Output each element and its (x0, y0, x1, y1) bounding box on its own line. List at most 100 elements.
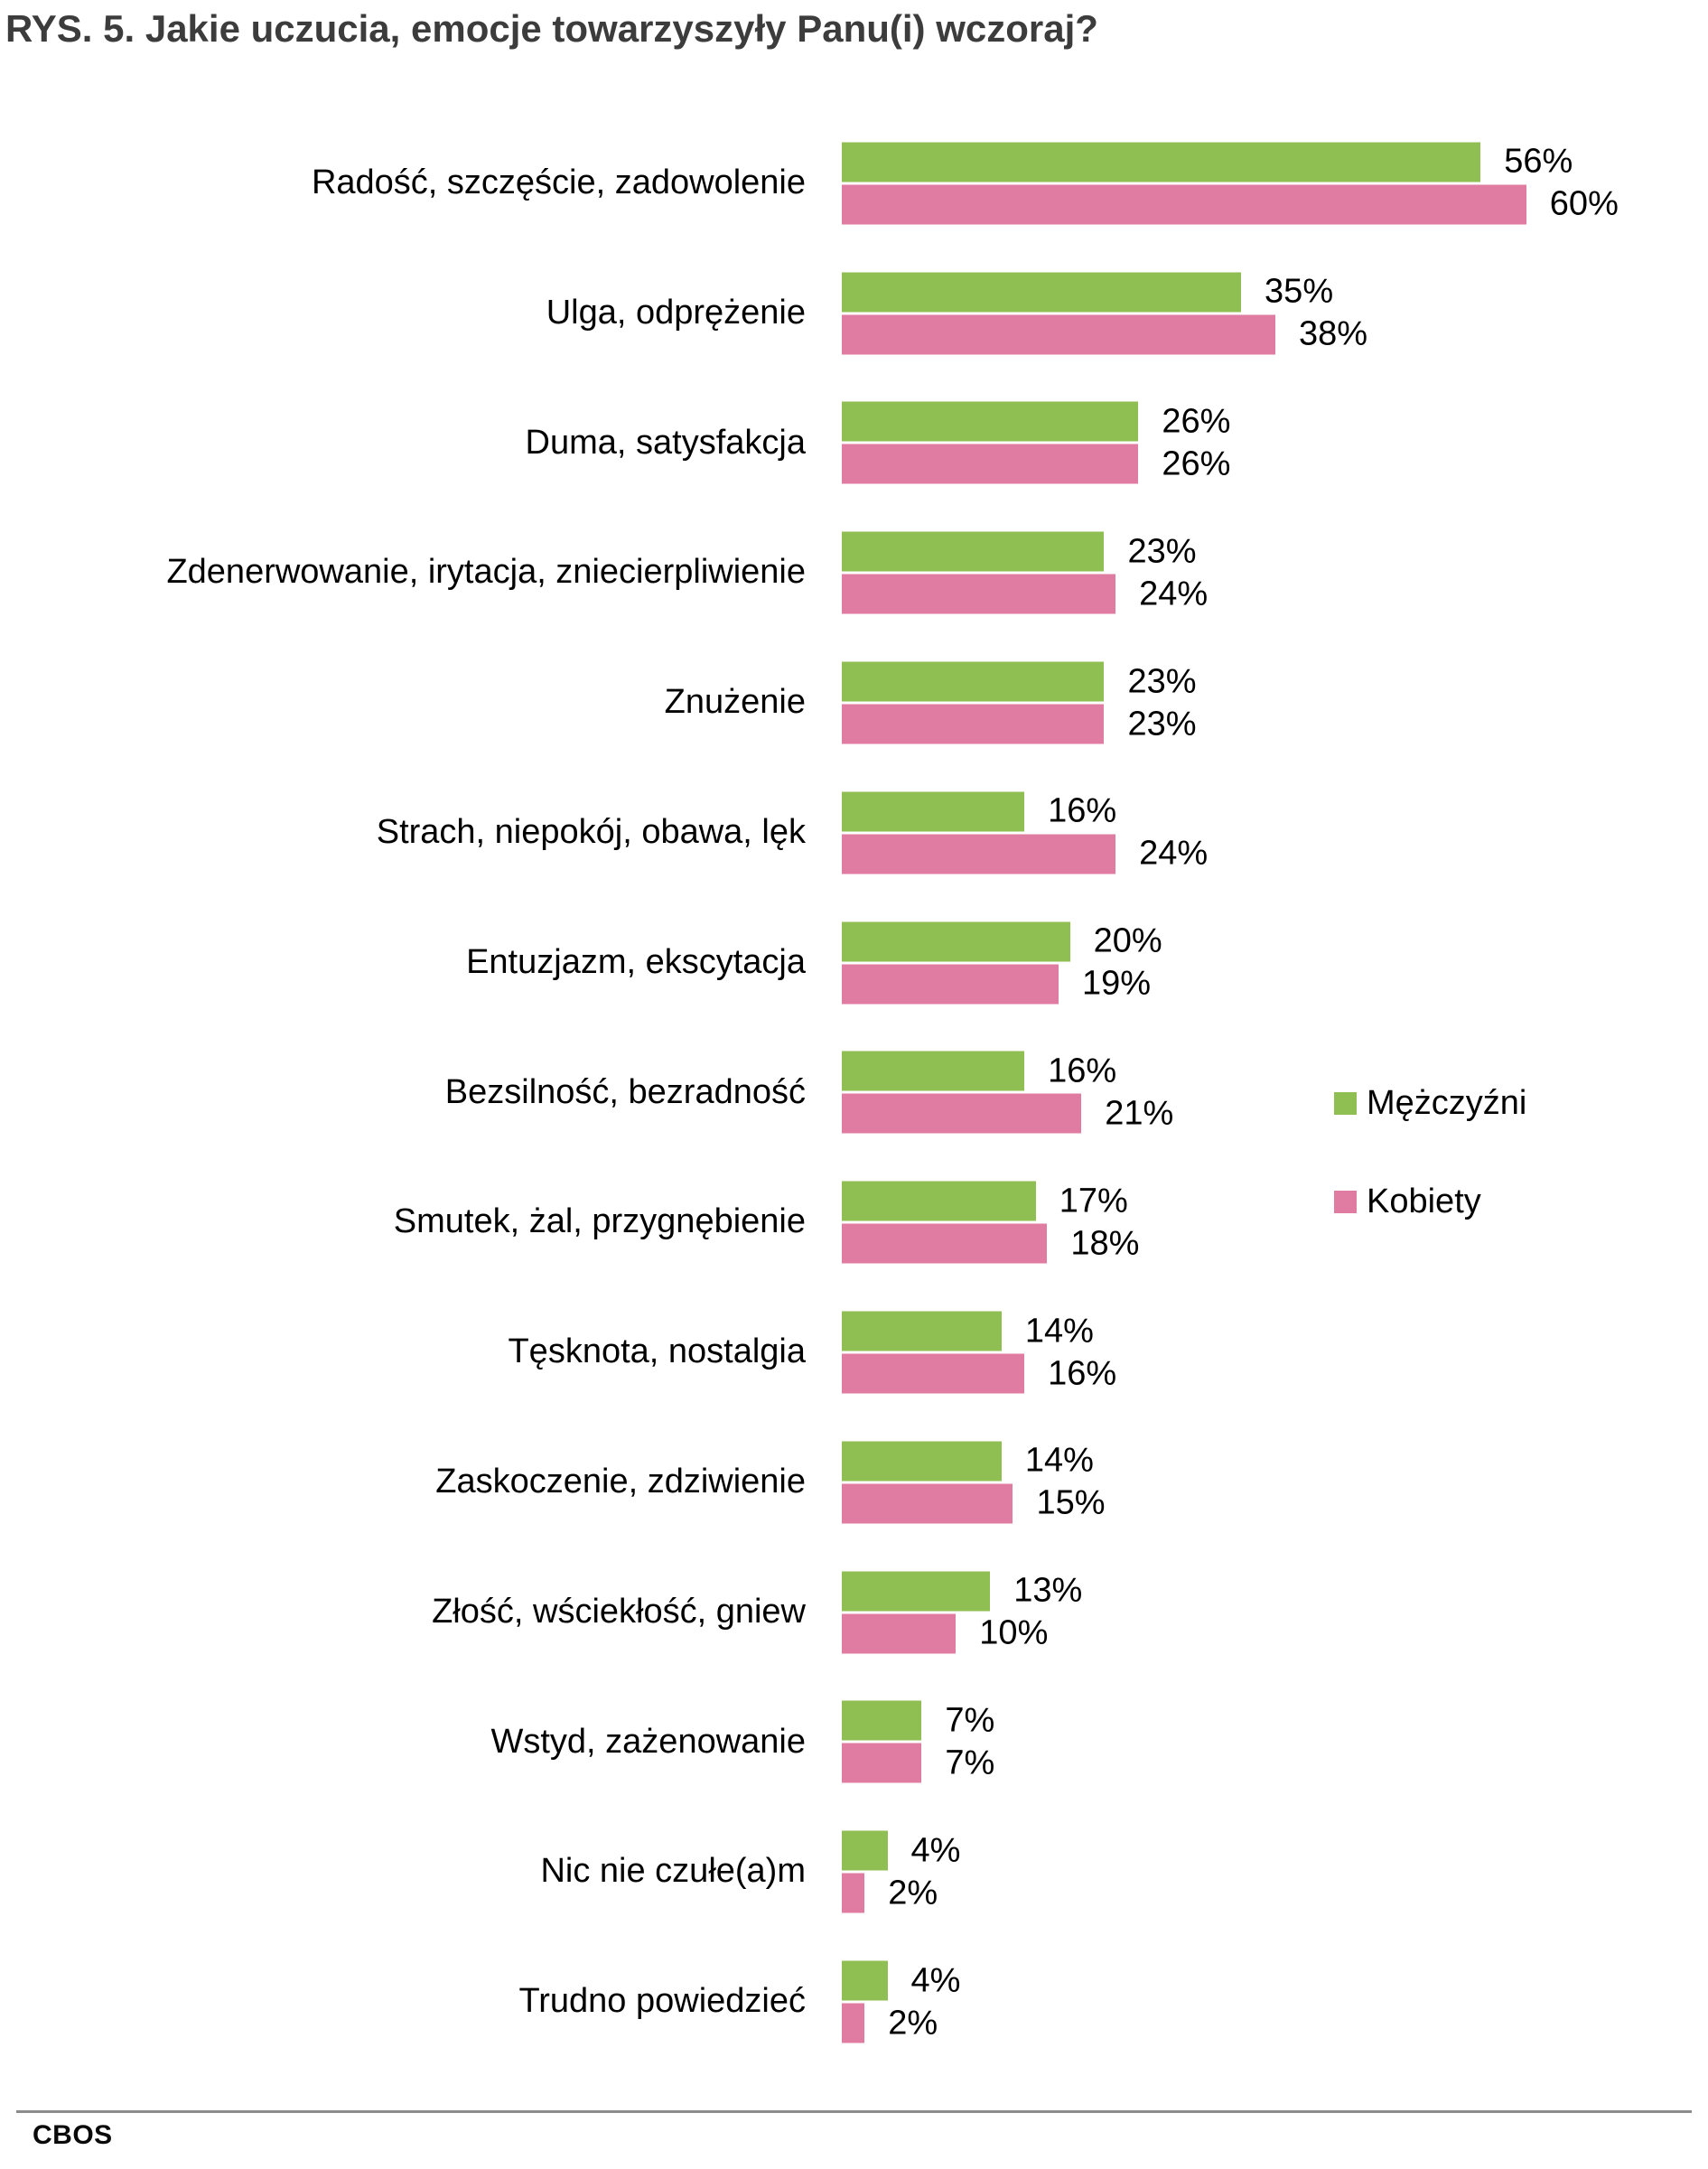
men-bar (842, 791, 1025, 832)
chart-row: Wstyd, zażenowanie 7% 7% (0, 1678, 1708, 1808)
men-bar (842, 272, 1242, 313)
women-bar (842, 1483, 1013, 1524)
women-bar-line: 60% (842, 184, 1619, 225)
men-bar-line: 13% (842, 1571, 1083, 1612)
bar-pair: 4% 2% (842, 1830, 960, 1913)
women-value: 24% (1139, 834, 1209, 873)
bar-pair: 14% 15% (842, 1441, 1106, 1524)
category-label: Zdenerwowanie, irytacja, zniecierpliwien… (166, 553, 806, 592)
men-bar (842, 1181, 1036, 1221)
bar-pair: 17% 18% (842, 1181, 1139, 1264)
chart-row: Entuzjazm, ekscytacja 20% 19% (0, 898, 1708, 1028)
bar-pair: 23% 23% (842, 661, 1197, 744)
bar-pair: 56% 60% (842, 142, 1619, 225)
chart-row: Zaskoczenie, zdziwienie 14% 15% (0, 1417, 1708, 1547)
women-value: 38% (1298, 314, 1367, 353)
men-bar (842, 142, 1481, 182)
men-value: 13% (1013, 1571, 1083, 1610)
women-value: 26% (1162, 444, 1231, 483)
men-value: 4% (910, 1961, 961, 2000)
men-bar-line: 23% (842, 531, 1208, 572)
legend-label-men: Mężczyźni (1367, 1083, 1527, 1122)
men-bar-line: 16% (842, 791, 1208, 832)
cbos-logo-text: CBOS (33, 2120, 113, 2150)
women-bar (842, 184, 1526, 225)
category-label: Tęsknota, nostalgia (508, 1332, 806, 1371)
legend-item-women: Kobiety (1334, 1182, 1526, 1221)
category-label: Złość, wściekłość, gniew (432, 1592, 806, 1631)
bar-pair: 14% 16% (842, 1311, 1116, 1394)
women-bar (842, 574, 1116, 614)
men-bar (842, 921, 1070, 962)
men-value: 35% (1265, 272, 1334, 311)
men-value: 16% (1048, 1052, 1117, 1090)
category-label: Znużenie (664, 683, 806, 722)
bar-pair: 7% 7% (842, 1700, 995, 1783)
legend-label-women: Kobiety (1367, 1182, 1481, 1220)
chart-row: Złość, wściekłość, gniew 13% 10% (0, 1547, 1708, 1678)
women-bar-line: 2% (842, 2003, 960, 2043)
men-bar (842, 661, 1105, 702)
category-label: Duma, satysfakcja (525, 423, 806, 462)
men-bar-line: 17% (842, 1181, 1139, 1221)
men-bar-line: 56% (842, 142, 1619, 182)
women-bar (842, 834, 1116, 874)
women-value: 23% (1127, 705, 1197, 743)
women-value: 19% (1081, 964, 1152, 1003)
women-bar-line: 19% (842, 964, 1162, 1005)
chart-row: Strach, niepokój, obawa, lęk 16% 24% (0, 768, 1708, 898)
women-bar-line: 18% (842, 1223, 1139, 1264)
women-value: 10% (979, 1613, 1049, 1652)
category-label: Trudno powiedzieć (518, 1982, 806, 2021)
men-bar-line: 35% (842, 272, 1367, 313)
chart-row: Bezsilność, bezradność 16% 21% (0, 1028, 1708, 1158)
men-bar-line: 26% (842, 401, 1231, 442)
women-bar-line: 15% (842, 1483, 1106, 1524)
footer-divider (16, 2110, 1692, 2113)
men-bar (842, 531, 1105, 572)
men-bar-line: 7% (842, 1700, 995, 1741)
bar-pair: 20% 19% (842, 921, 1162, 1005)
chart-row: Duma, satysfakcja 26% 26% (0, 379, 1708, 509)
men-value: 56% (1504, 142, 1573, 181)
women-bar (842, 1353, 1025, 1394)
chart-row: Ulga, odprężenie 35% 38% (0, 248, 1708, 379)
chart-row: Trudno powiedzieć 4% 2% (0, 1937, 1708, 2067)
women-value: 2% (888, 2004, 938, 2043)
men-color-swatch (1334, 1091, 1357, 1115)
men-value: 14% (1024, 1312, 1094, 1351)
chart-row: Zdenerwowanie, irytacja, zniecierpliwien… (0, 508, 1708, 638)
men-bar (842, 1960, 888, 2001)
category-label: Ulga, odprężenie (546, 293, 806, 332)
women-bar (842, 1223, 1048, 1264)
men-bar (842, 1571, 991, 1612)
women-bar (842, 1743, 922, 1783)
bar-pair: 4% 2% (842, 1960, 961, 2043)
women-bar-line: 7% (842, 1743, 994, 1783)
women-bar-line: 38% (842, 314, 1367, 355)
bar-pair: 35% 38% (842, 272, 1367, 355)
women-value: 24% (1139, 575, 1209, 613)
men-bar (842, 401, 1139, 442)
women-bar-line: 26% (842, 444, 1230, 484)
women-bar (842, 1873, 865, 1913)
men-bar-line: 20% (842, 921, 1162, 962)
legend: Mężczyźni Kobiety (1334, 1083, 1526, 1221)
chart-row: Radość, szczęście, zadowolenie 56% 60% (0, 118, 1708, 248)
men-value: 26% (1162, 402, 1231, 441)
men-bar-line: 4% (842, 1830, 960, 1871)
chart-row: Znużenie 23% 23% (0, 638, 1708, 768)
women-bar-line: 23% (842, 704, 1197, 744)
women-bar-line: 21% (842, 1093, 1173, 1134)
women-bar-line: 2% (842, 1873, 960, 1913)
men-bar-line: 16% (842, 1051, 1173, 1091)
women-bar (842, 1613, 957, 1654)
women-bar (842, 964, 1059, 1005)
bar-pair: 23% 24% (842, 531, 1209, 614)
men-bar-line: 14% (842, 1311, 1116, 1351)
men-bar-line: 14% (842, 1441, 1106, 1482)
bar-pair: 26% 26% (842, 401, 1231, 484)
women-bar (842, 314, 1275, 355)
men-value: 7% (945, 1701, 995, 1740)
